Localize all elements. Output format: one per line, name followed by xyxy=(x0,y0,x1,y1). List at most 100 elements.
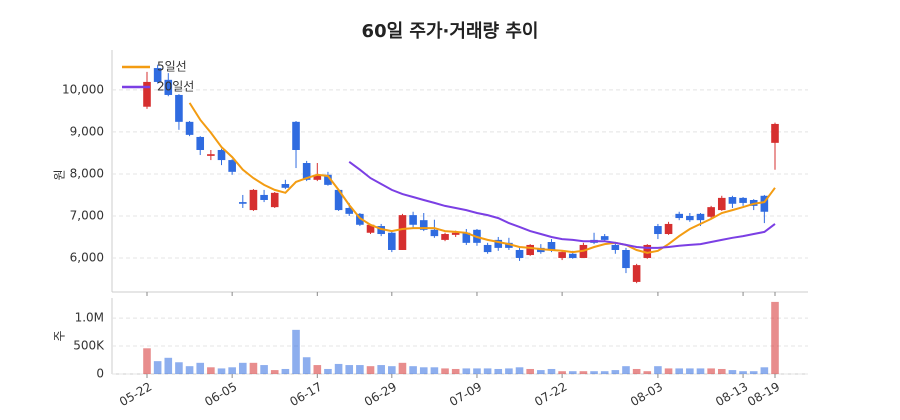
volume-bar xyxy=(164,357,173,374)
x-tick-label: 08-19 xyxy=(745,380,782,410)
candle-body xyxy=(462,232,471,243)
volume-bar xyxy=(270,370,279,374)
candle-body xyxy=(302,163,311,180)
candle-body xyxy=(164,79,173,95)
candle-body xyxy=(388,232,396,250)
candle-body xyxy=(430,229,439,237)
candle-body xyxy=(185,121,194,135)
volume-bar xyxy=(345,365,354,374)
volume-bar xyxy=(568,371,577,374)
volume-bar xyxy=(526,368,534,374)
volume-bar xyxy=(600,371,609,374)
candle-body xyxy=(143,81,151,107)
volume-bar xyxy=(622,366,630,374)
volume-bar xyxy=(643,371,652,374)
volume-bar xyxy=(760,367,769,374)
volume-bar xyxy=(537,370,545,374)
candle-body xyxy=(228,160,236,172)
candle-body xyxy=(707,207,715,217)
volume-bar xyxy=(366,366,375,374)
candle-body xyxy=(654,226,662,235)
volume-bar xyxy=(728,370,737,374)
volume-bar xyxy=(356,365,364,374)
x-tick-label: 07-22 xyxy=(532,380,569,410)
volume-bar xyxy=(175,362,183,374)
volume-bar xyxy=(249,362,258,374)
x-tick-label: 08-03 xyxy=(628,380,665,410)
x-tick-label: 07-09 xyxy=(447,380,484,410)
candle-body xyxy=(441,234,449,240)
volume-bar xyxy=(313,365,322,374)
y-tick-label: 0 xyxy=(96,367,104,381)
candle-body xyxy=(334,189,343,211)
x-tick-label: 06-17 xyxy=(287,380,324,410)
volume-bar xyxy=(483,368,492,374)
y-axis-label: 주 xyxy=(53,330,67,341)
volume-bar xyxy=(153,361,162,374)
y-tick-label: 9,000 xyxy=(70,124,104,138)
candle-body xyxy=(356,213,364,225)
y-tick-label: 1.0M xyxy=(75,311,104,325)
candle-body xyxy=(632,265,641,282)
volume-bar xyxy=(696,368,705,374)
volume-bar xyxy=(409,366,417,374)
candle-body xyxy=(643,244,652,258)
candle-body xyxy=(260,194,268,200)
candle-body xyxy=(611,244,620,250)
volume-bar xyxy=(579,371,588,374)
volume-bar xyxy=(334,363,343,374)
volume-bar xyxy=(547,368,556,374)
volume-bar xyxy=(398,362,407,374)
candle-body xyxy=(153,68,162,82)
volume-bar xyxy=(228,367,236,374)
volume-bar xyxy=(771,301,779,374)
volume-bar xyxy=(281,368,290,374)
legend-label: 5일선 xyxy=(157,60,187,74)
candle-body xyxy=(483,244,492,253)
candle-body xyxy=(622,249,630,269)
x-tick-label: 06-29 xyxy=(362,380,399,410)
moving-average-line xyxy=(348,160,776,249)
candle-body xyxy=(675,213,684,219)
volume-bar xyxy=(558,371,566,374)
volume-bar xyxy=(260,365,268,374)
candle-body xyxy=(515,249,524,258)
volume-bar xyxy=(515,367,524,374)
volume-bar xyxy=(739,371,747,374)
candle-body xyxy=(398,215,407,250)
candle-body xyxy=(217,149,226,161)
candle-body xyxy=(409,215,417,225)
volume-bar xyxy=(143,348,151,374)
volume-bar xyxy=(749,371,758,374)
candle-body xyxy=(739,197,747,203)
volume-bar xyxy=(419,367,428,374)
candle-body xyxy=(196,136,205,150)
candle-body xyxy=(345,207,354,214)
candle-body xyxy=(547,242,556,250)
candle-body xyxy=(324,174,332,185)
candle-body xyxy=(377,226,385,235)
candle-body xyxy=(281,184,290,188)
volume-bar xyxy=(664,368,673,374)
volume-bar xyxy=(185,366,194,374)
x-tick-label: 06-05 xyxy=(202,380,239,410)
volume-bar xyxy=(302,357,311,374)
volume-bar xyxy=(505,368,513,374)
y-axis-label: 원 xyxy=(53,169,67,180)
volume-bar xyxy=(324,368,332,374)
candle-body xyxy=(419,220,428,230)
candle-body xyxy=(558,252,566,258)
candle-body xyxy=(270,192,279,208)
volume-bar xyxy=(377,365,385,374)
candle-body xyxy=(292,121,300,150)
candle-body xyxy=(451,232,460,235)
candle-body xyxy=(494,239,503,248)
candle-body xyxy=(249,189,258,211)
candle-body xyxy=(760,195,769,212)
volume-bar xyxy=(238,362,247,374)
candle-body xyxy=(717,197,726,211)
candle-body xyxy=(207,154,215,156)
volume-bar xyxy=(717,368,726,374)
